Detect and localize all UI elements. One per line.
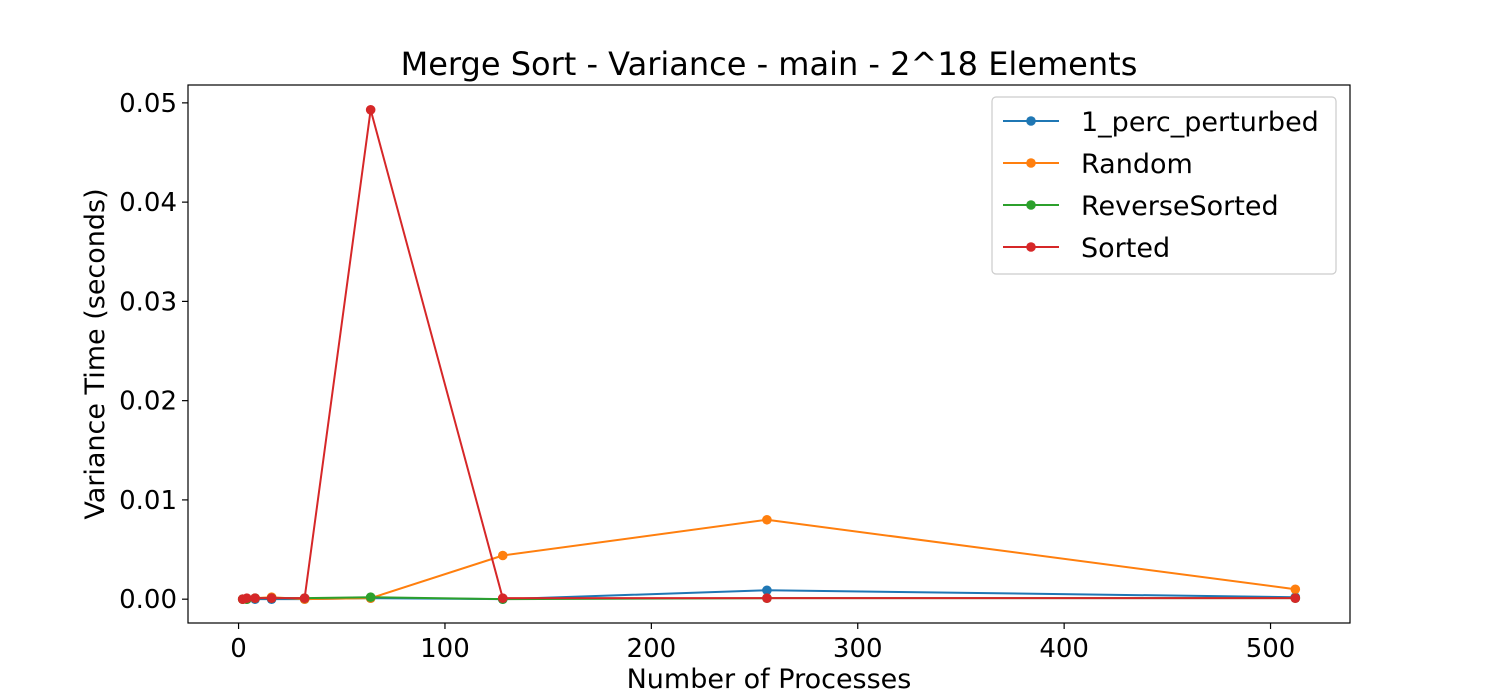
data-point [762, 514, 772, 525]
data-point [762, 585, 772, 596]
data-point [497, 550, 508, 561]
y-tick-label: 0.01 [119, 486, 177, 516]
legend-swatch-marker [1026, 158, 1036, 168]
legend-item: 1_perc_perturbed [1003, 107, 1319, 138]
legend-swatch-marker [1026, 200, 1036, 210]
y-tick-label: 0.03 [119, 287, 177, 317]
x-tick-label: 0 [230, 634, 247, 664]
legend-box [991, 96, 1337, 275]
data-point [266, 593, 277, 603]
data-point [299, 593, 310, 603]
x-tick-label: 300 [833, 634, 883, 664]
plot-area-frame [187, 84, 1351, 624]
legend-label: Sorted [1081, 233, 1170, 264]
legend-item: ReverseSorted [1003, 191, 1279, 222]
data-point [497, 593, 508, 603]
data-point [365, 105, 376, 115]
y-axis: 0.00 0.01 0.02 0.03 0.04 0.05 [119, 89, 188, 615]
x-tick-label: 200 [627, 634, 677, 664]
data-point [365, 592, 376, 602]
data-point [1290, 584, 1301, 595]
legend-swatch-marker [1026, 242, 1036, 252]
x-tick-label: 400 [1039, 634, 1089, 664]
y-axis-label: Variance Time (seconds) [80, 188, 111, 519]
legend-label: ReverseSorted [1081, 191, 1279, 222]
x-tick-label: 500 [1246, 634, 1296, 664]
legend-item: Random [1003, 149, 1193, 180]
chart-title: Merge Sort - Variance - main - 2^18 Elem… [401, 45, 1138, 83]
legend-label: 1_perc_perturbed [1081, 107, 1319, 138]
data-point [250, 593, 260, 603]
legend-swatch-marker [1026, 116, 1036, 126]
x-tick-label: 100 [420, 634, 470, 664]
x-axis: 0 100 200 300 400 500 [230, 623, 1295, 664]
x-axis-label: Number of Processes [627, 664, 912, 695]
series-sorted [237, 105, 1301, 604]
y-tick-label: 0.04 [119, 188, 177, 218]
data-point [1290, 593, 1301, 603]
data-point [242, 593, 252, 603]
series-layer [237, 105, 1301, 604]
y-tick-label: 0.02 [119, 387, 177, 417]
data-point [762, 593, 772, 603]
legend-label: Random [1081, 149, 1193, 180]
y-tick-label: 0.05 [119, 89, 177, 119]
y-tick-label: 0.00 [119, 585, 177, 615]
legend: 1_perc_perturbed Random ReverseSorted Sorte… [991, 96, 1337, 275]
legend-item: Sorted [1003, 233, 1170, 264]
